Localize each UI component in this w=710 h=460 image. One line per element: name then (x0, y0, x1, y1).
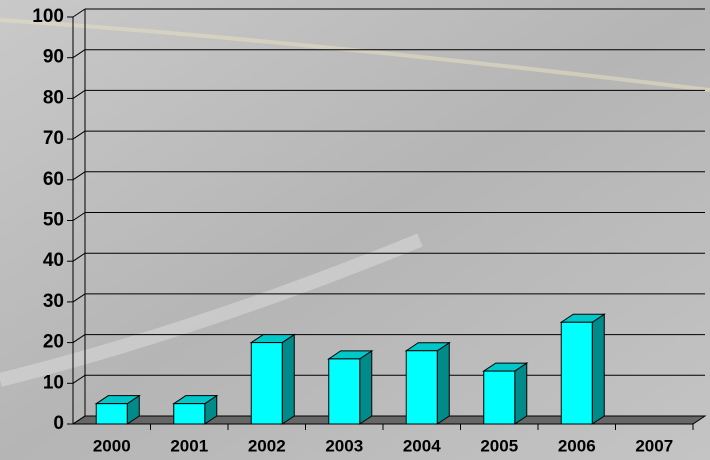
y-tick-label: 10 (43, 372, 64, 393)
bar-side (514, 362, 528, 425)
x-tick-label: 2006 (558, 436, 596, 455)
grid-line (72, 374, 86, 384)
bar-front (173, 403, 206, 425)
bar-front (250, 342, 283, 425)
grid-line (72, 334, 86, 344)
x-tick-label: 2003 (325, 436, 363, 455)
y-tick-label: 100 (32, 6, 64, 27)
plot-area: 0 10 20 30 40 50 60 70 80 90 100 2000 2001 2002 2003 20… (32, 6, 707, 455)
bar-front (560, 321, 593, 425)
floor (71, 415, 707, 425)
bar-side (591, 313, 605, 425)
bar (482, 362, 529, 425)
grid-line (72, 252, 86, 262)
bar-front (405, 350, 438, 425)
grid-line (72, 89, 86, 99)
grid-line (72, 130, 86, 140)
road-line (0, 233, 423, 387)
grid-line (72, 49, 86, 59)
x-tick-label: 2005 (480, 436, 518, 455)
grid-line (72, 415, 86, 425)
y-tick-label: 60 (43, 169, 64, 190)
grid-line (72, 171, 86, 181)
bar (172, 394, 219, 425)
x-tick-label: 2000 (93, 436, 131, 455)
y-tick-label: 0 (53, 413, 64, 434)
grid-line (72, 8, 86, 18)
bar-side (436, 341, 450, 425)
bar (94, 394, 141, 425)
bar (404, 341, 451, 425)
y-tick-label: 30 (43, 291, 64, 312)
y-tick-label: 50 (43, 210, 64, 231)
bar-side (281, 333, 295, 425)
y-tick-label: 70 (43, 128, 64, 149)
y-tick-label: 80 (43, 87, 64, 108)
y-tick-label: 40 (43, 250, 64, 271)
x-tick-label: 2007 (635, 436, 673, 455)
bar-front (328, 358, 361, 425)
y-tick-label: 20 (43, 332, 64, 353)
x-tick-label: 2002 (248, 436, 286, 455)
bar (559, 313, 606, 425)
grid-line (72, 293, 86, 303)
bar-front (95, 403, 128, 425)
road-line (0, 18, 710, 92)
grid-line (72, 212, 86, 221)
x-tick-label: 2004 (403, 436, 441, 455)
y-tick-label: 90 (43, 47, 64, 68)
bar (249, 333, 296, 425)
bar-side (359, 349, 373, 425)
bar-front (483, 370, 516, 425)
bar (327, 349, 374, 425)
x-tick-label: 2001 (170, 436, 208, 455)
